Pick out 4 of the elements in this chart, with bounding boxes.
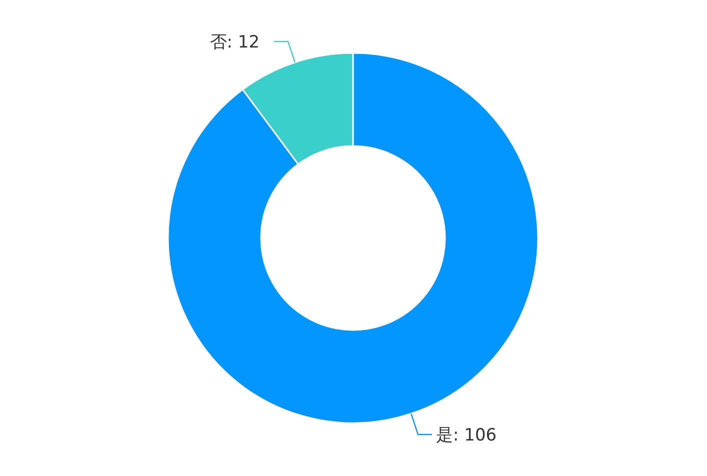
data-label: : 12	[226, 32, 260, 52]
data-label: : 106	[453, 426, 497, 446]
slice-label: 是	[436, 426, 454, 446]
slice-label: 否	[210, 32, 227, 52]
